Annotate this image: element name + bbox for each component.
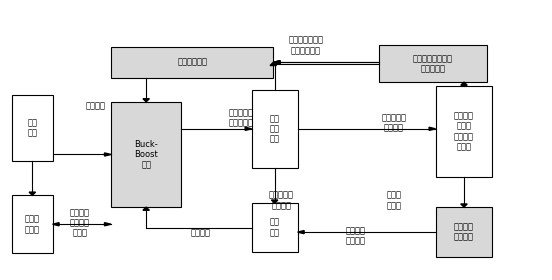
Polygon shape: [298, 230, 304, 234]
Polygon shape: [461, 204, 467, 207]
Bar: [252, 203, 298, 252]
Text: 输入低压
和高压检
测信号: 输入低压 和高压检 测信号: [70, 208, 89, 238]
Polygon shape: [270, 62, 277, 66]
Polygon shape: [52, 223, 59, 226]
Polygon shape: [104, 153, 111, 156]
Polygon shape: [245, 127, 252, 130]
Bar: [111, 46, 273, 78]
Text: 检压
检流
模块: 检压 检流 模块: [269, 114, 280, 144]
Bar: [252, 90, 298, 168]
Bar: [379, 45, 487, 82]
Polygon shape: [104, 223, 111, 226]
Text: 电源检
测模块: 电源检 测模块: [25, 214, 40, 234]
Polygon shape: [272, 200, 278, 203]
Bar: [12, 95, 52, 161]
Bar: [436, 207, 492, 257]
Bar: [111, 102, 182, 207]
Bar: [12, 195, 52, 253]
Bar: [436, 86, 492, 177]
Polygon shape: [143, 207, 150, 210]
Polygon shape: [461, 82, 467, 85]
Polygon shape: [429, 127, 436, 130]
Text: 单节锂离
子电池
或锂离子
电池组: 单节锂离 子电池 或锂离子 电池组: [454, 111, 474, 151]
Text: 反馈信号: 反馈信号: [190, 228, 210, 237]
Text: 逻辑控制模块: 逻辑控制模块: [177, 58, 207, 67]
Polygon shape: [274, 61, 280, 64]
Text: 使能信号: 使能信号: [86, 102, 105, 111]
Text: 充电电流和
电压信号: 充电电流和 电压信号: [269, 191, 294, 210]
Text: 电芯电压和
温度信号: 电芯电压和 温度信号: [381, 113, 406, 133]
Text: 电芯电压和温度
告警状态信号: 电芯电压和温度 告警状态信号: [288, 36, 323, 55]
Polygon shape: [273, 61, 280, 64]
Text: 充电电流告
警状态信号: 充电电流告 警状态信号: [229, 108, 253, 127]
Text: 外部
电源: 外部 电源: [27, 118, 38, 138]
Text: 反馈
模块: 反馈 模块: [269, 218, 280, 237]
Text: 充电电流
设置模块: 充电电流 设置模块: [454, 222, 474, 242]
Text: Buck-
Boost
模块: Buck- Boost 模块: [134, 139, 158, 169]
Text: 电芯电压和温度检
测告警模块: 电芯电压和温度检 测告警模块: [413, 54, 453, 73]
Polygon shape: [273, 61, 280, 64]
Text: 电池总
压信号: 电池总 压信号: [386, 191, 401, 210]
Polygon shape: [143, 99, 150, 102]
Polygon shape: [29, 192, 35, 195]
Text: 充电电流
设置信号: 充电电流 设置信号: [346, 226, 366, 246]
